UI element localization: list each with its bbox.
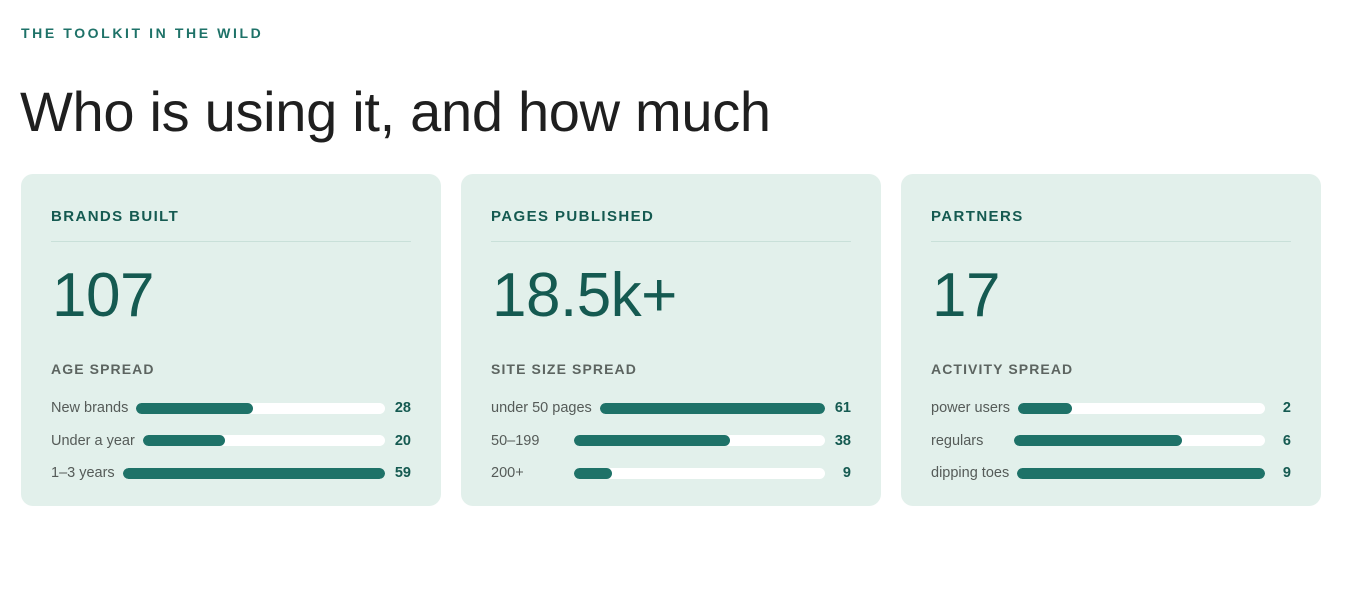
spread-row: under 50 pages 61: [491, 392, 851, 425]
spread-row: dipping toes 9: [931, 457, 1291, 490]
row-value: 9: [1282, 465, 1291, 482]
card-value: 107: [52, 261, 154, 330]
page-title: Who is using it, and how much: [20, 80, 771, 143]
row-value: 59: [394, 465, 411, 482]
spread-row: 1–3 years 59: [51, 457, 411, 490]
card-divider: [51, 241, 411, 242]
row-label: power users: [931, 400, 1010, 417]
bar-track: [599, 402, 825, 414]
bar-fill: [136, 402, 254, 414]
row-value: 38: [834, 432, 851, 449]
card-divider: [931, 241, 1291, 242]
stats-cards: BRANDS BUILT 107 AGE SPREAD New brands 2…: [21, 174, 1321, 506]
card-value: 17: [932, 261, 1000, 330]
row-value: 2: [1282, 400, 1291, 417]
bar-track: [1014, 435, 1265, 447]
bar-fill: [122, 467, 385, 479]
bar-fill: [574, 467, 612, 479]
row-label: under 50 pages: [491, 400, 592, 417]
bar-fill: [1017, 467, 1265, 479]
row-label: 200+: [491, 465, 524, 482]
spread-row: New brands 28: [51, 392, 411, 425]
bar-track: [1017, 402, 1265, 414]
spread-row: regulars 6: [931, 425, 1291, 458]
bar-track: [574, 467, 825, 479]
row-label: Under a year: [51, 432, 135, 449]
row-value: 9: [842, 465, 851, 482]
spread-row: 50–199 38: [491, 425, 851, 458]
bar-track: [122, 467, 385, 479]
card-label: PAGES PUBLISHED: [491, 208, 655, 225]
spread-label: AGE SPREAD: [51, 361, 155, 377]
bar-fill: [574, 435, 730, 447]
spread-row: 200+ 9: [491, 457, 851, 490]
bar-fill: [1017, 402, 1073, 414]
spread-rows: under 50 pages 61 50–199 38 200+ 9: [491, 392, 851, 490]
card-value: 18.5k+: [492, 261, 677, 330]
row-label: 1–3 years: [51, 465, 115, 482]
stat-card-pages-published: PAGES PUBLISHED 18.5k+ SITE SIZE SPREAD …: [461, 174, 881, 506]
row-label: regulars: [931, 432, 984, 449]
card-divider: [491, 241, 851, 242]
bar-fill: [599, 402, 825, 414]
row-label: New brands: [51, 400, 129, 417]
spread-label: ACTIVITY SPREAD: [931, 361, 1074, 377]
row-value: 28: [394, 400, 411, 417]
bar-fill: [142, 435, 226, 447]
bar-track: [1017, 467, 1265, 479]
bar-track: [136, 402, 385, 414]
spread-rows: power users 2 regulars 6 dipping toes 9: [931, 392, 1291, 490]
stat-card-brands-built: BRANDS BUILT 107 AGE SPREAD New brands 2…: [21, 174, 441, 506]
row-value: 20: [394, 432, 411, 449]
section-eyebrow: THE TOOLKIT IN THE WILD: [21, 25, 264, 41]
spread-row: Under a year 20: [51, 425, 411, 458]
bar-track: [142, 435, 385, 447]
stat-card-partners: PARTNERS 17 ACTIVITY SPREAD power users …: [901, 174, 1321, 506]
card-label: BRANDS BUILT: [51, 208, 180, 225]
spread-row: power users 2: [931, 392, 1291, 425]
bar-fill: [1014, 435, 1183, 447]
row-label: dipping toes: [931, 465, 1010, 482]
row-value: 6: [1282, 432, 1291, 449]
card-label: PARTNERS: [931, 208, 1024, 225]
spread-rows: New brands 28 Under a year 20 1–3 years …: [51, 392, 411, 490]
row-value: 61: [834, 400, 851, 417]
row-label: 50–199: [491, 432, 540, 449]
spread-label: SITE SIZE SPREAD: [491, 361, 637, 377]
bar-track: [574, 435, 825, 447]
